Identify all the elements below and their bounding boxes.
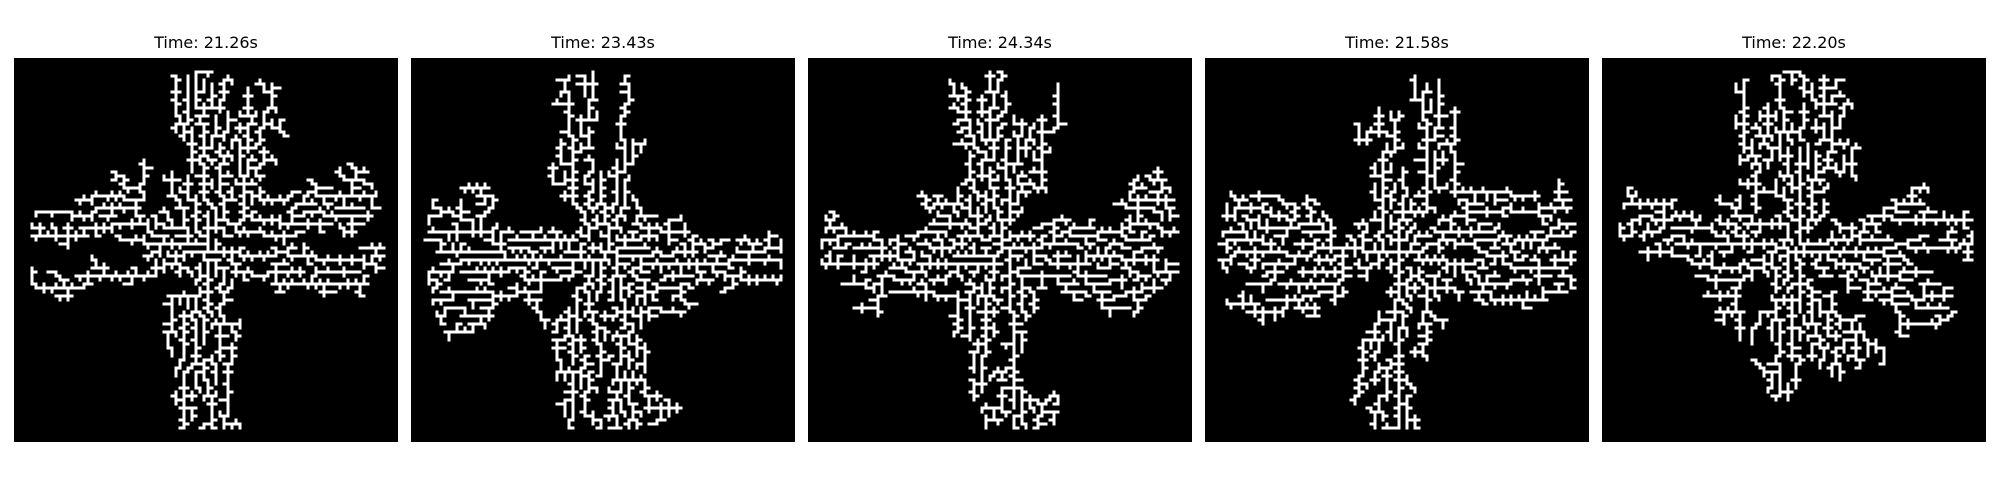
dla-cluster bbox=[411, 58, 795, 442]
dla-cluster bbox=[1205, 58, 1589, 442]
panel-4: Time: 21.58s bbox=[1205, 0, 1589, 500]
dla-cluster bbox=[14, 58, 398, 442]
panel-1: Time: 21.26s bbox=[14, 0, 398, 500]
image-background bbox=[14, 58, 398, 442]
fractal-image bbox=[1602, 58, 1986, 442]
fractal-branches bbox=[820, 70, 1180, 430]
panel-2: Time: 23.43s bbox=[411, 0, 795, 500]
dla-cluster bbox=[808, 58, 1192, 442]
dla-cluster bbox=[1602, 58, 1986, 442]
fractal-image bbox=[14, 58, 398, 442]
fractal-branches bbox=[1618, 70, 1974, 402]
panel-5: Time: 22.20s bbox=[1602, 0, 1986, 500]
fractal-branches bbox=[30, 70, 386, 430]
image-background bbox=[808, 58, 1192, 442]
panel-title: Time: 22.20s bbox=[1742, 33, 1846, 52]
image-background bbox=[411, 58, 795, 442]
panel-3: Time: 24.34s bbox=[808, 0, 1192, 500]
fractal-image bbox=[1205, 58, 1589, 442]
panel-title: Time: 21.26s bbox=[154, 33, 258, 52]
fractal-branches bbox=[1217, 74, 1577, 430]
fractal-image bbox=[411, 58, 795, 442]
panel-title: Time: 23.43s bbox=[551, 33, 655, 52]
fractal-image bbox=[808, 58, 1192, 442]
panel-title: Time: 21.58s bbox=[1345, 33, 1449, 52]
fractal-branches bbox=[423, 70, 783, 430]
panel-title: Time: 24.34s bbox=[948, 33, 1052, 52]
image-background bbox=[1602, 58, 1986, 442]
image-background bbox=[1205, 58, 1589, 442]
